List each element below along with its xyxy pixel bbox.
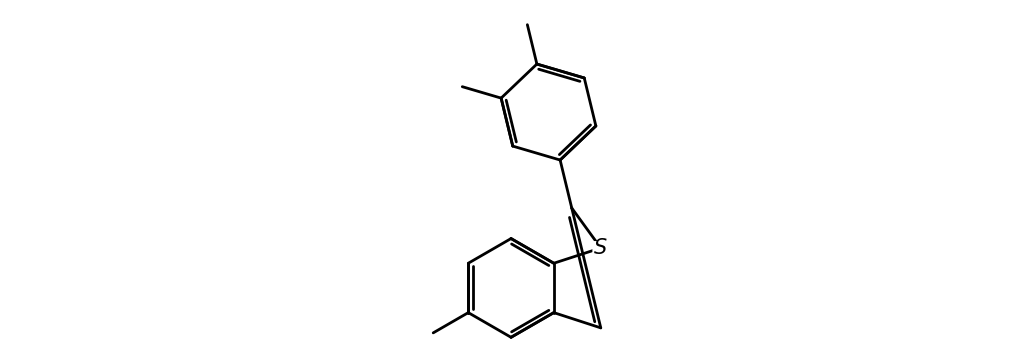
- FancyBboxPatch shape: [592, 241, 609, 255]
- Text: S: S: [595, 238, 607, 258]
